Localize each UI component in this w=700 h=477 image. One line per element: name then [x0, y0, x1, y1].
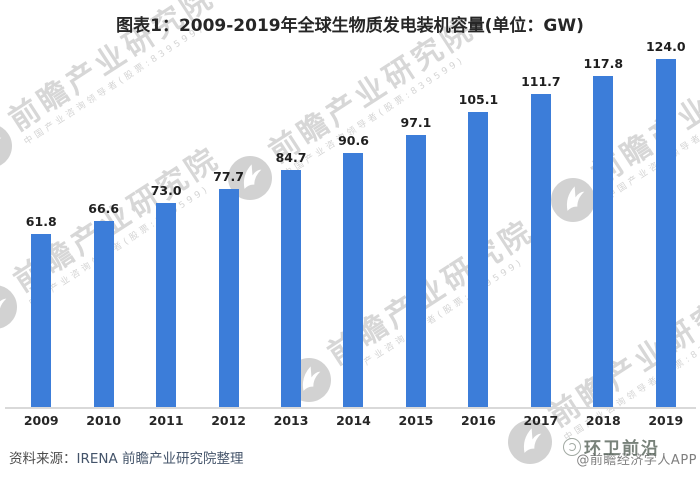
- bar-cell-2014: 90.6: [322, 0, 384, 408]
- x-tick-label-2018: 2018: [585, 413, 621, 428]
- x-tick-label-2019: 2019: [648, 413, 684, 428]
- chart-title: 图表1：2009-2019年全球生物质发电装机容量(单位：GW): [116, 16, 584, 36]
- bar-2016: [468, 112, 489, 408]
- plot-area: 61.8 66.6 73.0 77.7 84.7 90.6 97.1 105.1 111.7 11…: [10, 0, 697, 408]
- x-axis-line: [5, 407, 696, 409]
- x-tick-label-2016: 2016: [461, 413, 496, 428]
- bar-cell-2017: 111.7: [510, 0, 572, 408]
- x-tick-label-2013: 2013: [273, 413, 309, 428]
- bar-cell-2016: 105.1: [447, 0, 509, 408]
- x-axis-tick-labels: 2009 2010 2011 2012 2013 2014 2015 2016 2017 2018…: [10, 413, 697, 428]
- bar-value-label: 105.1: [458, 92, 499, 107]
- x-tick-label-2009: 2009: [23, 413, 59, 428]
- x-tick-label-2017: 2017: [523, 413, 559, 428]
- source-line: 资料来源：IRENA 前瞻产业研究院整理: [9, 447, 244, 467]
- bar-2010: [93, 221, 114, 408]
- bar-value-label: 97.1: [400, 115, 432, 130]
- bar-cell-2018: 117.8: [572, 0, 634, 408]
- bar-cell-2013: 84.7: [260, 0, 322, 408]
- bar-2018: [593, 76, 614, 408]
- bar-2009: [31, 234, 52, 408]
- bar-2019: [655, 59, 676, 408]
- bar-value-label: 117.8: [583, 56, 624, 71]
- bar-value-label: 124.0: [645, 39, 686, 54]
- bar-2017: [530, 94, 551, 408]
- huanwei-logo-icon: [563, 437, 581, 456]
- source-prefix-label: 资料来源：: [9, 451, 77, 467]
- bar-value-label: 61.8: [25, 214, 57, 229]
- x-tick-label-2014: 2014: [336, 413, 371, 428]
- x-tick-label-2010: 2010: [86, 413, 122, 428]
- bar-value-label: 111.7: [521, 74, 561, 89]
- bar-value-label: 66.6: [88, 201, 120, 216]
- bar-2015: [405, 135, 426, 408]
- bar-cell-2011: 73.0: [135, 0, 197, 408]
- bar-value-label: 84.7: [275, 150, 307, 165]
- bar-value-label: 90.6: [338, 133, 369, 148]
- bar-value-label: 73.0: [150, 183, 182, 198]
- x-tick-label-2015: 2015: [398, 413, 434, 428]
- bar-cell-2009: 61.8: [10, 0, 72, 408]
- bar-2014: [343, 153, 364, 408]
- bar-cell-2015: 97.1: [385, 0, 447, 408]
- x-tick-label-2011: 2011: [148, 413, 184, 428]
- bar-cell-2019: 124.0: [635, 0, 697, 408]
- source-text: IRENA 前瞻产业研究院整理: [76, 451, 244, 467]
- bar-value-label: 77.7: [213, 169, 244, 184]
- bar-cell-2012: 77.7: [197, 0, 259, 408]
- x-tick-label-2012: 2012: [211, 413, 246, 428]
- bar-cell-2010: 66.6: [72, 0, 134, 408]
- huanwei-watermark: 环卫前沿: [563, 434, 660, 459]
- bar-2012: [218, 189, 239, 408]
- huanwei-watermark-text: 环卫前沿: [584, 439, 660, 459]
- app-credit-text: @前瞻经济学人APP: [576, 453, 697, 468]
- bar-2013: [281, 170, 302, 408]
- bar-2011: [156, 203, 177, 408]
